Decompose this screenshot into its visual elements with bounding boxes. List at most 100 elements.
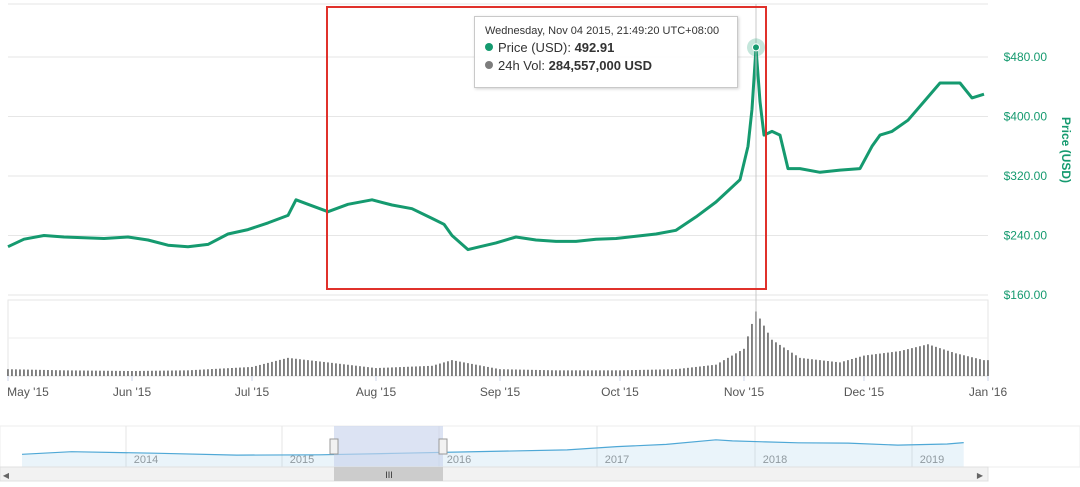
- volume-bar: [723, 360, 725, 376]
- volume-bar: [887, 353, 889, 376]
- volume-bar: [139, 371, 141, 376]
- x-tick-label: Jan '16: [969, 385, 1008, 399]
- volume-bar: [103, 371, 105, 376]
- volume-bar: [403, 367, 405, 376]
- volume-bar: [515, 370, 517, 376]
- volume-bar: [431, 366, 433, 376]
- volume-bar: [447, 361, 449, 376]
- volume-bar: [631, 370, 633, 376]
- volume-bar: [655, 370, 657, 376]
- volume-bar: [399, 367, 401, 376]
- volume-bar: [283, 359, 285, 376]
- volume-bar: [623, 370, 625, 376]
- volume-bar: [903, 350, 905, 376]
- volume-bar: [175, 370, 177, 376]
- volume-bar: [319, 361, 321, 376]
- volume-bar: [575, 370, 577, 376]
- volume-bar: [411, 367, 413, 376]
- volume-bar: [391, 367, 393, 376]
- volume-bar: [83, 371, 85, 376]
- volume-bar: [563, 370, 565, 376]
- volume-bar: [31, 370, 33, 376]
- volume-bar: [895, 352, 897, 376]
- volume-dot-icon: [485, 61, 493, 69]
- volume-bar: [823, 361, 825, 376]
- volume-bar: [435, 365, 437, 376]
- volume-bar: [639, 370, 641, 376]
- volume-bar: [635, 370, 637, 376]
- volume-bar: [275, 361, 277, 376]
- y-tick-label: $400.00: [1004, 110, 1048, 124]
- volume-bar: [811, 359, 813, 376]
- volume-bar: [831, 361, 833, 376]
- volume-bar: [11, 369, 13, 376]
- x-tick-label: Jun '15: [113, 385, 152, 399]
- volume-bar: [23, 370, 25, 376]
- volume-bar: [703, 366, 705, 376]
- volume-bar: [943, 349, 945, 376]
- volume-bar: [683, 368, 685, 376]
- volume-bar: [475, 365, 477, 376]
- scrollbar-track[interactable]: [0, 467, 988, 481]
- volume-bar: [675, 369, 677, 376]
- volume-bar: [415, 366, 417, 376]
- volume-bar: [899, 351, 901, 376]
- volume-bar: [867, 355, 869, 376]
- volume-bar: [567, 370, 569, 376]
- volume-bar: [291, 358, 293, 376]
- volume-bar: [791, 353, 793, 376]
- tooltip-volume-label: 24h Vol:: [498, 58, 545, 73]
- volume-bar: [471, 364, 473, 376]
- volume-bar: [907, 349, 909, 376]
- volume-bar: [387, 368, 389, 376]
- volume-bar: [747, 336, 749, 376]
- volume-bar: [15, 369, 17, 376]
- volume-bar: [343, 364, 345, 376]
- volume-bar: [7, 369, 9, 376]
- volume-bar: [51, 370, 53, 376]
- volume-bar: [147, 371, 149, 376]
- tooltip-price-row: Price (USD): 492.91: [485, 40, 737, 55]
- volume-bar: [267, 363, 269, 376]
- volume-bar: [971, 357, 973, 376]
- volume-bar: [455, 361, 457, 376]
- volume-bar: [559, 370, 561, 376]
- volume-bar: [695, 367, 697, 376]
- volume-bar: [967, 356, 969, 376]
- volume-bar: [363, 367, 365, 376]
- y-tick-label: $480.00: [1004, 50, 1048, 64]
- volume-bar: [47, 370, 49, 376]
- volume-bar: [647, 370, 649, 376]
- volume-bar: [555, 370, 557, 376]
- volume-bar: [247, 367, 249, 376]
- volume-bar: [671, 369, 673, 376]
- volume-bar: [847, 360, 849, 376]
- volume-bar: [551, 370, 553, 376]
- scrollbar-grip-icon: III: [385, 470, 393, 480]
- volume-bar: [243, 367, 245, 376]
- volume-bar: [159, 371, 161, 376]
- volume-bar: [743, 349, 745, 376]
- x-tick-label: Dec '15: [844, 385, 885, 399]
- volume-bar: [91, 371, 93, 376]
- volume-bar: [979, 359, 981, 376]
- volume-bar: [643, 370, 645, 376]
- volume-bar: [67, 370, 69, 376]
- volume-bar: [251, 367, 253, 376]
- volume-bar: [719, 362, 721, 376]
- volume-bar: [119, 371, 121, 376]
- navigator-right-handle[interactable]: [439, 439, 447, 454]
- volume-bar: [851, 359, 853, 376]
- volume-bar: [751, 324, 753, 376]
- volume-bar: [687, 368, 689, 376]
- volume-bar: [123, 371, 125, 376]
- volume-bar: [355, 366, 357, 376]
- x-tick-label: Sep '15: [480, 385, 521, 399]
- volume-bar: [27, 370, 29, 376]
- navigator-left-handle[interactable]: [330, 439, 338, 454]
- navigator-selection[interactable]: [334, 426, 443, 467]
- volume-bar: [763, 326, 765, 376]
- y-tick-label: $160.00: [1004, 288, 1048, 302]
- volume-bar: [439, 364, 441, 376]
- volume-bar: [499, 369, 501, 376]
